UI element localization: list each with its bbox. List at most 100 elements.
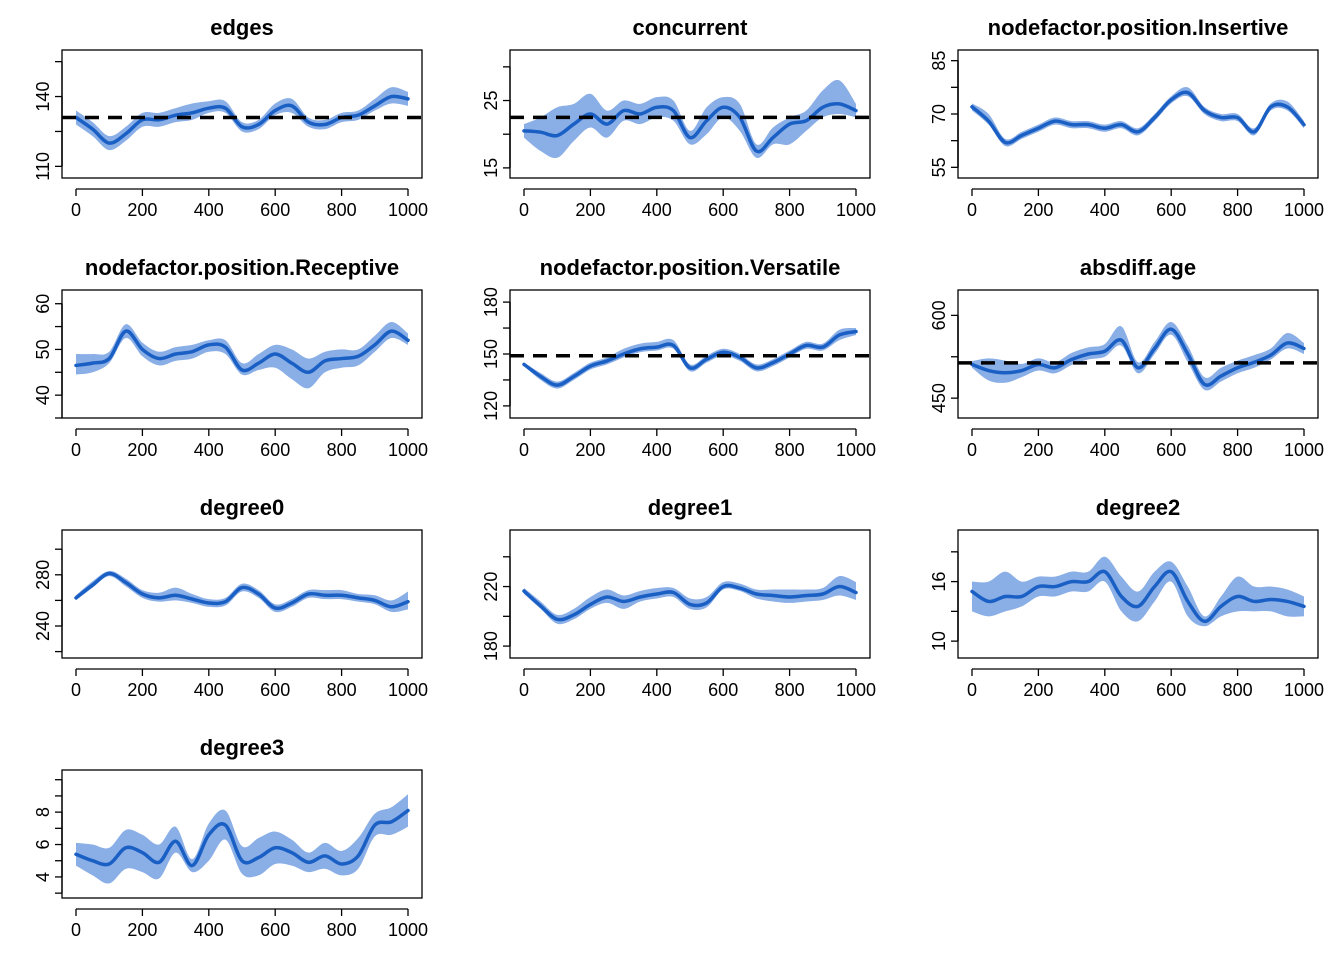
panel-title: nodefactor.position.Insertive <box>988 15 1289 40</box>
x-tick-label: 200 <box>575 440 605 460</box>
mean-line <box>74 329 410 375</box>
panel-title: degree2 <box>1096 495 1180 520</box>
x-tick-label: 0 <box>71 200 81 220</box>
x-tick-label: 600 <box>260 440 290 460</box>
x-tick-label: 400 <box>642 200 672 220</box>
y-tick-label: 220 <box>481 572 501 602</box>
x-tick-label: 0 <box>967 440 977 460</box>
mean-line <box>970 327 1306 387</box>
x-tick-label: 800 <box>327 920 357 940</box>
confidence-band <box>524 328 856 389</box>
confidence-band <box>76 570 408 613</box>
confidence-band <box>524 576 856 625</box>
x-tick-label: 0 <box>967 680 977 700</box>
y-tick-label: 40 <box>33 385 53 405</box>
x-tick-label: 800 <box>1223 680 1253 700</box>
y-tick-label: 55 <box>929 157 949 177</box>
mean-line <box>970 90 1306 145</box>
panel-degree0: degree0 0 200 400 600 800 1000 240 280 <box>33 495 428 700</box>
x-tick-label: 800 <box>775 200 805 220</box>
panel-title: nodefactor.position.Receptive <box>85 255 399 280</box>
mean-line <box>522 329 858 387</box>
confidence-band <box>972 321 1304 391</box>
mean-line <box>522 583 858 622</box>
x-tick-label: 400 <box>194 200 224 220</box>
y-tick-label: 140 <box>33 82 53 112</box>
y-tick-label: 6 <box>33 840 53 850</box>
mean-line <box>74 94 410 145</box>
y-tick-label: 70 <box>929 104 949 124</box>
x-tick-label: 400 <box>642 440 672 460</box>
x-tick-label: 0 <box>519 680 529 700</box>
x-tick-label: 400 <box>1090 680 1120 700</box>
panel-title: nodefactor.position.Versatile <box>540 255 841 280</box>
x-tick-label: 200 <box>575 680 605 700</box>
x-tick-label: 600 <box>260 920 290 940</box>
x-tick-label: 600 <box>260 200 290 220</box>
x-tick-label: 400 <box>194 440 224 460</box>
x-tick-label: 1000 <box>1284 200 1324 220</box>
y-tick-label: 85 <box>929 51 949 71</box>
panel-title: degree1 <box>648 495 732 520</box>
y-tick-label: 50 <box>33 339 53 359</box>
x-tick-label: 400 <box>194 920 224 940</box>
x-tick-label: 1000 <box>836 200 876 220</box>
panel-degree3: degree3 0 200 400 600 800 1000 4 6 8 <box>33 735 428 940</box>
x-tick-label: 600 <box>260 680 290 700</box>
panel-absdiff-age: absdiff.age 0 200 400 600 800 1000 450 600 <box>929 255 1324 460</box>
x-tick-label: 0 <box>967 200 977 220</box>
x-tick-label: 400 <box>1090 440 1120 460</box>
x-tick-label: 200 <box>1023 440 1053 460</box>
y-tick-label: 150 <box>481 339 501 369</box>
x-tick-label: 400 <box>1090 200 1120 220</box>
confidence-band <box>76 794 408 884</box>
panel-nodefactor-position-Insertive: nodefactor.position.Insertive 0 200 400 600 8… <box>929 15 1324 220</box>
x-tick-label: 1000 <box>388 200 428 220</box>
panel-nodefactor-position-Receptive: nodefactor.position.Receptive 0 200 400 600 8… <box>33 255 428 460</box>
mean-line <box>74 571 410 611</box>
confidence-band <box>76 87 408 151</box>
panel-degree2: degree2 0 200 400 600 800 1000 10 16 <box>929 495 1324 700</box>
mean-line <box>970 569 1306 624</box>
x-tick-label: 200 <box>127 440 157 460</box>
y-tick-label: 8 <box>33 807 53 817</box>
x-tick-label: 600 <box>708 200 738 220</box>
y-tick-label: 15 <box>481 158 501 178</box>
mean-line <box>74 808 410 868</box>
panel-title: edges <box>210 15 274 40</box>
panel-title: concurrent <box>633 15 749 40</box>
x-tick-label: 1000 <box>388 680 428 700</box>
x-tick-label: 0 <box>71 440 81 460</box>
y-tick-label: 60 <box>33 294 53 314</box>
x-tick-label: 1000 <box>388 440 428 460</box>
panel-title: absdiff.age <box>1080 255 1196 280</box>
x-tick-label: 800 <box>327 440 357 460</box>
panel-concurrent: concurrent 0 200 400 600 800 1000 15 25 <box>481 15 876 220</box>
x-tick-label: 1000 <box>388 920 428 940</box>
x-tick-label: 1000 <box>1284 680 1324 700</box>
x-tick-label: 600 <box>1156 200 1186 220</box>
x-tick-label: 600 <box>708 440 738 460</box>
confidence-band <box>972 556 1304 627</box>
y-tick-label: 120 <box>481 391 501 421</box>
y-tick-label: 280 <box>33 560 53 590</box>
y-tick-label: 240 <box>33 611 53 641</box>
x-tick-label: 0 <box>519 440 529 460</box>
x-tick-label: 1000 <box>836 680 876 700</box>
x-tick-label: 200 <box>127 920 157 940</box>
panel-nodefactor-position-Versatile: nodefactor.position.Versatile 0 200 400 600 8… <box>481 255 876 460</box>
y-tick-label: 180 <box>481 287 501 317</box>
x-tick-label: 0 <box>71 920 81 940</box>
x-tick-label: 800 <box>327 680 357 700</box>
x-tick-label: 400 <box>642 680 672 700</box>
x-tick-label: 200 <box>575 200 605 220</box>
panel-title: degree0 <box>200 495 284 520</box>
x-tick-label: 1000 <box>1284 440 1324 460</box>
x-tick-label: 600 <box>708 680 738 700</box>
x-tick-label: 200 <box>1023 680 1053 700</box>
x-tick-label: 800 <box>1223 200 1253 220</box>
x-tick-label: 800 <box>327 200 357 220</box>
y-tick-label: 110 <box>33 152 53 181</box>
x-tick-label: 200 <box>127 680 157 700</box>
